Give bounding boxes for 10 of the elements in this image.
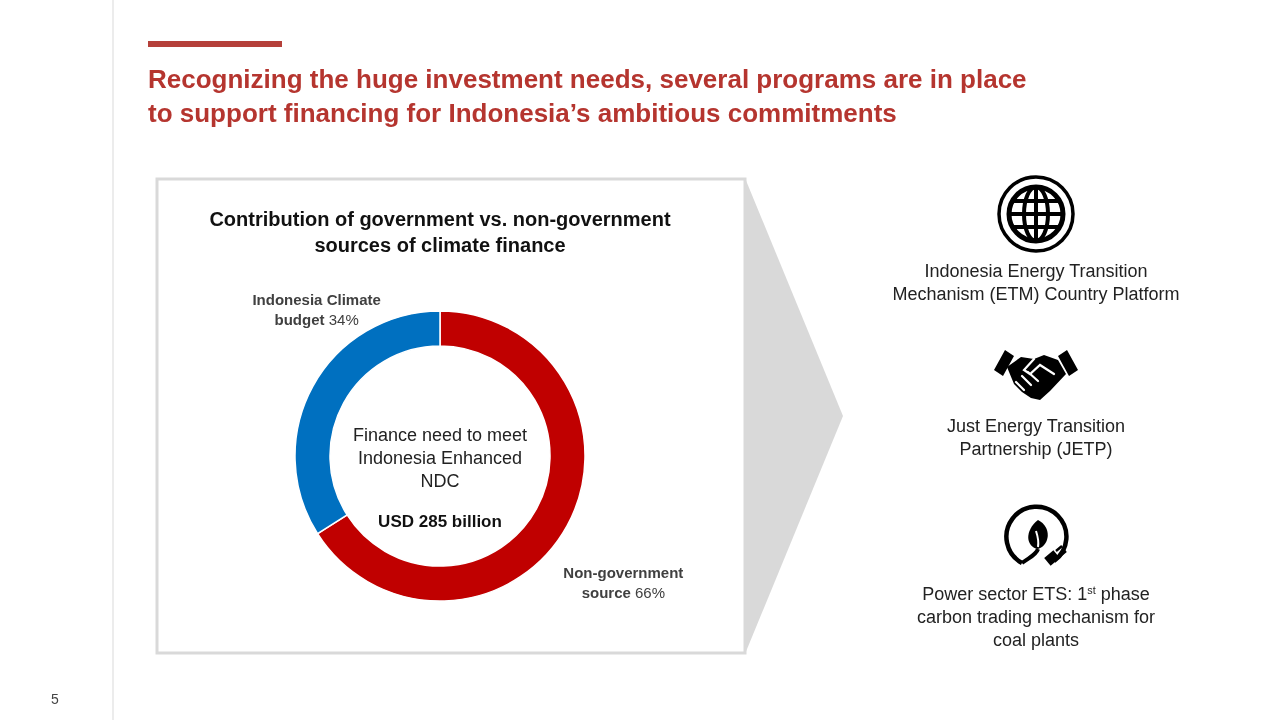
text: 5	[51, 691, 60, 707]
text: Recognizing the huge investment needs, several programs are in place to support financing for Indonesia’s ambitious commitments	[148, 64, 1027, 128]
text: USD 285 billion	[378, 512, 502, 531]
text: Just Energy Transition Partnership (JETP)	[946, 416, 1126, 459]
data-label: 34%	[324, 310, 359, 328]
text: Finance need to meet Indonesia Enhanced NDC	[352, 425, 528, 491]
chart-title: Contribution of government vs. non-government sources of climate finance	[209, 208, 671, 256]
data-label: 66%	[630, 584, 666, 602]
text: Power sector ETS: 1$^{st}$ phase carbon trading mechanism for coal plants	[916, 584, 1156, 650]
text: Indonesia Energy Transition Mechanism (ETM) Country Platform	[892, 261, 1180, 304]
